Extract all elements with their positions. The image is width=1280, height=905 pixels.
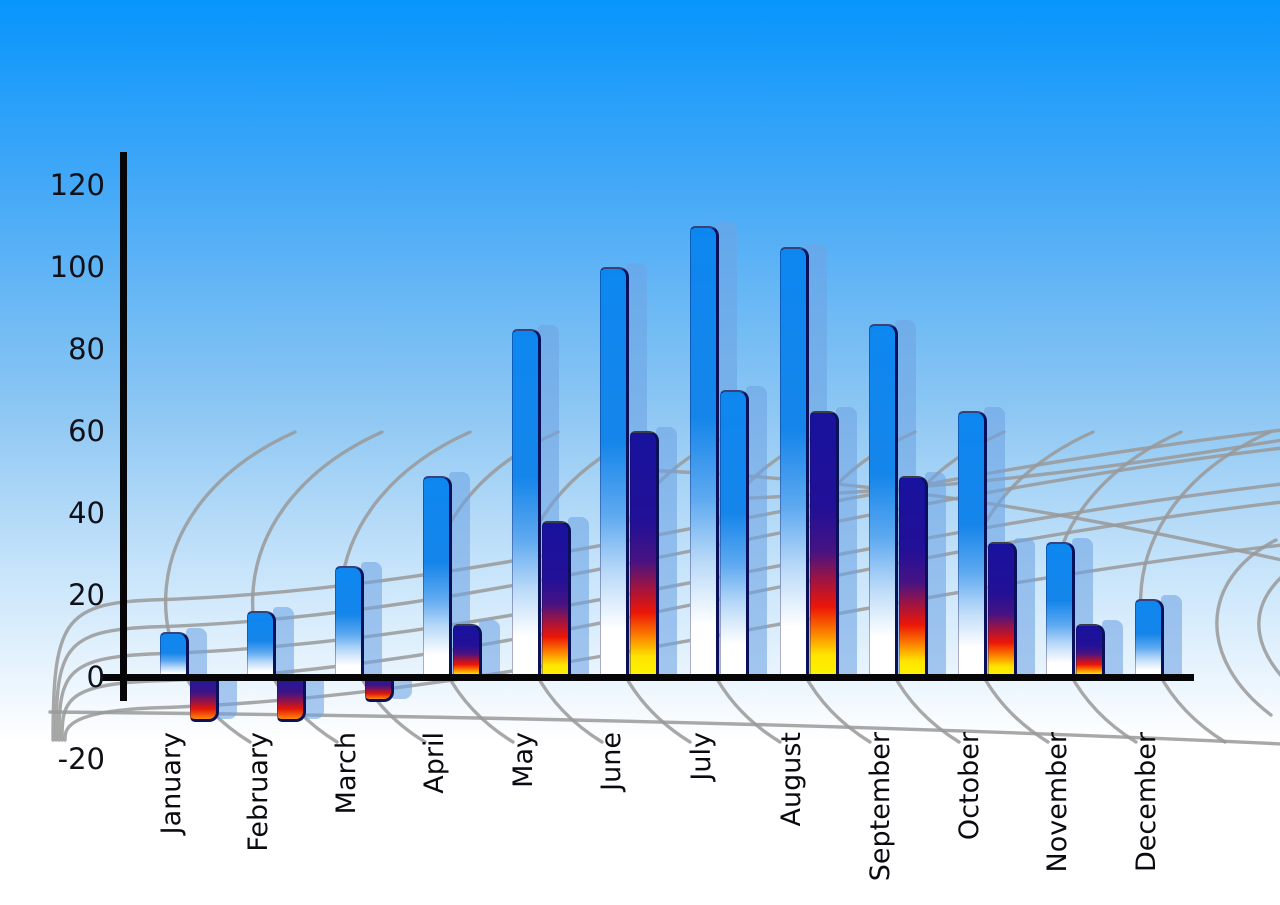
x-label-april: April — [419, 732, 450, 794]
x-label-march: March — [331, 732, 362, 815]
y-tick-label--20: -20 — [57, 742, 105, 776]
bar-may-series1 — [512, 328, 541, 679]
y-axis-line — [120, 152, 127, 701]
bar-june-series2-shadow — [656, 427, 677, 677]
grid-line — [1257, 576, 1280, 677]
x-label-february: February — [243, 732, 274, 852]
bar-april-series2-shadow — [479, 619, 500, 677]
bar-march-series2 — [365, 678, 394, 702]
bar-september-series2-shadow — [925, 472, 946, 677]
bar-april-series2 — [453, 623, 482, 679]
bar-july-series2-shadow — [746, 386, 767, 677]
y-tick-label-60: 60 — [68, 414, 105, 448]
bar-october-series2-shadow — [1014, 537, 1035, 677]
x-label-june: June — [596, 732, 627, 791]
bar-december-series1 — [1135, 599, 1164, 679]
y-tick-label-120: 120 — [49, 168, 105, 202]
grid-line — [48, 710, 1280, 746]
x-label-november: November — [1042, 732, 1073, 873]
bar-february-series2-shadow — [303, 680, 324, 719]
bar-january-series2 — [190, 678, 219, 722]
bar-october-series2 — [988, 541, 1017, 679]
bar-june-series1 — [600, 267, 629, 679]
bar-november-series1 — [1046, 541, 1075, 679]
x-label-july: July — [686, 732, 717, 781]
y-tick-label-0: 0 — [86, 660, 105, 694]
bar-august-series1 — [780, 246, 809, 679]
bar-july-series1 — [690, 226, 719, 679]
grid-line — [1138, 430, 1272, 744]
y-tick-label-100: 100 — [49, 250, 105, 284]
grid-line — [1215, 538, 1278, 717]
bar-august-series2 — [810, 410, 839, 679]
bar-march-series1-shadow — [361, 562, 382, 677]
x-axis-line — [101, 674, 1194, 681]
bar-january-series2-shadow — [216, 680, 237, 719]
bar-march-series1 — [335, 566, 364, 679]
y-tick-label-20: 20 — [68, 578, 105, 612]
bar-january-series1 — [160, 631, 189, 679]
bar-september-series1 — [869, 324, 898, 679]
bar-february-series1-shadow — [273, 607, 294, 677]
bar-october-series1 — [958, 410, 987, 679]
bar-august-series2-shadow — [836, 406, 857, 677]
bar-may-series2-shadow — [568, 517, 589, 677]
bar-june-series2 — [630, 431, 659, 679]
y-tick-label-80: 80 — [68, 332, 105, 366]
bar-may-series2 — [542, 521, 571, 679]
bar-march-series2-shadow — [391, 680, 412, 699]
bar-february-series1 — [247, 611, 276, 679]
y-tick-label-40: 40 — [68, 496, 105, 530]
x-label-december: December — [1131, 732, 1162, 873]
bar-november-series2-shadow — [1102, 619, 1123, 677]
bar-april-series1 — [423, 476, 452, 679]
bar-november-series2 — [1076, 623, 1105, 679]
x-label-january: January — [156, 732, 187, 835]
x-label-may: May — [508, 732, 539, 788]
bar-july-series2 — [720, 390, 749, 679]
x-label-august: August — [776, 732, 807, 827]
bar-september-series2 — [899, 476, 928, 679]
x-label-september: September — [865, 732, 896, 882]
bar-january-series1-shadow — [186, 627, 207, 677]
bar-december-series1-shadow — [1161, 595, 1182, 677]
x-label-october: October — [954, 732, 985, 841]
bar-february-series2 — [277, 678, 306, 722]
